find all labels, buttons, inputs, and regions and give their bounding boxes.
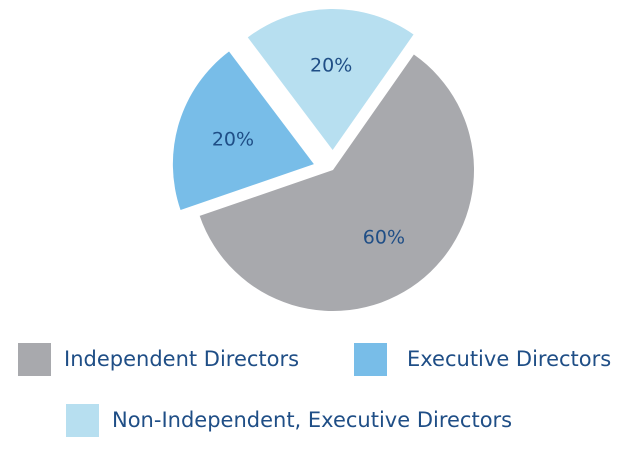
pie-slice-non-independent-executive-directors bbox=[247, 9, 414, 151]
legend-item-executive-directors: Executive Directors bbox=[354, 341, 611, 377]
pie-label-independent-directors: 60% bbox=[363, 227, 405, 249]
pie-chart: 60% 20% 20% bbox=[172, 9, 474, 312]
legend-swatch-independent-directors bbox=[18, 342, 51, 376]
pie-slice-independent-directors bbox=[199, 54, 474, 312]
pie-label-executive-directors: 20% bbox=[212, 128, 254, 150]
legend-swatch-executive-directors bbox=[354, 342, 387, 376]
pie-slice-executive-directors bbox=[172, 51, 314, 211]
legend-item-independent-directors: Independent Directors bbox=[18, 341, 299, 377]
legend-item-non-independent-executive-directors: Non-Independent, Executive Directors bbox=[66, 402, 512, 438]
legend-label-non-independent-executive-directors: Non-Independent, Executive Directors bbox=[112, 408, 513, 432]
legend-swatch-non-independent-executive-directors bbox=[66, 403, 99, 437]
legend-label-independent-directors: Independent Directors bbox=[64, 347, 300, 371]
legend-label-executive-directors: Executive Directors bbox=[407, 347, 612, 371]
pie-label-non-independent-executive-directors: 20% bbox=[310, 54, 352, 76]
